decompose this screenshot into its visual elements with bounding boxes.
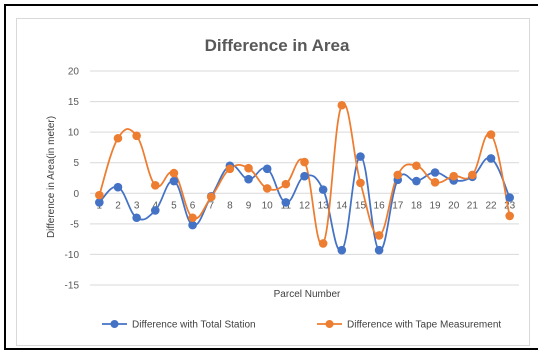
data-point: [262, 164, 272, 174]
y-tick-label: -15: [65, 281, 80, 292]
data-point: [356, 152, 365, 161]
series-points: [95, 100, 514, 255]
data-point: [505, 193, 514, 202]
legend: Difference with Total Station Difference …: [102, 320, 501, 331]
data-point: [300, 157, 309, 167]
data-point: [188, 220, 197, 230]
x-tick-label: 2: [115, 200, 121, 211]
legend-marker: [110, 320, 119, 328]
x-tick-label: 7: [208, 200, 214, 211]
data-point: [468, 170, 477, 180]
y-tick-label: 15: [68, 97, 80, 108]
image-frame: [4, 4, 538, 350]
y-tick-label: 10: [68, 128, 80, 139]
x-tick-label: 16: [374, 200, 386, 211]
data-point: [244, 163, 253, 173]
chart-title: Difference in Area: [205, 36, 350, 55]
data-point: [113, 133, 123, 143]
data-point: [337, 100, 347, 110]
x-axis-label: Parcel Number: [274, 289, 341, 300]
x-tick-label: 8: [227, 200, 233, 211]
x-tick-label: 9: [246, 200, 252, 211]
data-point: [412, 161, 421, 171]
x-tick-label: 23: [504, 200, 516, 211]
data-point: [150, 181, 160, 190]
data-point: [318, 185, 328, 194]
data-point: [393, 170, 403, 180]
data-point: [430, 177, 440, 187]
data-point: [150, 206, 160, 215]
legend-label: Difference with Total Station: [132, 320, 256, 331]
data-point: [132, 213, 141, 223]
data-point: [262, 184, 272, 193]
line-chart: Difference in Area -15 -10 -5 0 5 10 15 20 12 3 4…: [46, 36, 519, 331]
data-point: [206, 192, 216, 202]
x-tick-label: 20: [448, 200, 460, 211]
x-tick-label: 17: [392, 200, 404, 211]
x-tick-label: 13: [318, 200, 330, 211]
data-point: [300, 171, 309, 181]
data-point: [169, 168, 179, 178]
chart-area: Difference in Area -15 -10 -5 0 5 10 15 20 12 3 4…: [16, 18, 530, 346]
x-tick-label: 22: [485, 200, 497, 211]
data-point: [244, 174, 253, 184]
data-point: [356, 178, 365, 188]
y-axis-label: Difference in Area(in meter): [46, 116, 57, 238]
y-tick-label: 20: [68, 67, 80, 78]
legend-label: Difference with Tape Measurement: [347, 320, 501, 331]
x-tick-label: 19: [430, 200, 442, 211]
data-point: [95, 190, 104, 200]
data-point: [281, 198, 291, 207]
y-tick-label: -5: [70, 219, 79, 230]
data-point: [486, 130, 496, 139]
x-tick-label: 5: [171, 200, 177, 211]
data-point: [449, 171, 459, 181]
y-tick-label: 0: [73, 189, 79, 200]
x-tick-label: 14: [336, 200, 348, 211]
data-point: [113, 182, 123, 192]
data-point: [337, 245, 347, 255]
data-point: [430, 168, 440, 177]
x-tick-label: 12: [299, 200, 311, 211]
data-point: [169, 176, 179, 186]
data-point: [374, 231, 384, 240]
x-tick-label: 21: [467, 200, 479, 211]
data-point: [95, 198, 104, 207]
data-point: [188, 213, 197, 223]
x-tick-label: 6: [190, 200, 196, 211]
data-point: [505, 211, 514, 221]
data-point: [132, 131, 141, 141]
data-point: [412, 176, 421, 186]
x-tick-label: 18: [411, 200, 423, 211]
x-tick-label: 10: [262, 200, 274, 211]
data-point: [225, 164, 235, 174]
x-tick-label: 15: [355, 200, 367, 211]
y-tick-label: 5: [73, 158, 79, 169]
legend-marker: [325, 320, 334, 328]
data-point: [486, 154, 496, 163]
data-point: [318, 239, 328, 248]
y-axis-ticks: -15 -10 -5 0 5 10 15 20: [65, 67, 80, 292]
x-tick-label: 3: [134, 200, 140, 211]
data-point: [281, 179, 291, 189]
x-tick-label: 4: [153, 200, 159, 211]
data-point: [374, 245, 384, 255]
y-tick-label: -10: [65, 250, 80, 261]
